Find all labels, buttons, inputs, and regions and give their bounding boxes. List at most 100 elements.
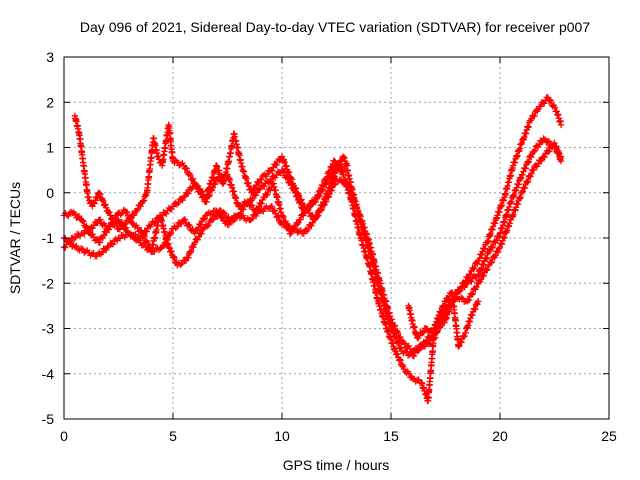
data-point-fill (221, 210, 228, 217)
data-point-fill (190, 244, 197, 251)
data-point-fill (72, 234, 79, 241)
data-point-fill (160, 242, 168, 250)
data-point-fill (144, 239, 151, 247)
data-point-fill (308, 222, 315, 229)
data-point-fill (181, 216, 189, 223)
data-point-fill (85, 193, 92, 201)
data-point (540, 135, 547, 142)
data-point-fill (62, 244, 69, 251)
data-point (139, 198, 146, 205)
data-point-fill (311, 198, 318, 205)
data-point-fill (102, 201, 109, 208)
y-tick-label: 3 (46, 49, 54, 65)
data-point (422, 325, 430, 332)
data-point (180, 194, 188, 201)
data-point-fill (323, 175, 330, 182)
data-point-fill (143, 228, 151, 235)
data-point-fill (494, 248, 502, 256)
data-point-fill (465, 296, 473, 304)
data-point-fill (480, 272, 487, 280)
data-point-fill (263, 191, 270, 199)
x-tick-label: 0 (60, 428, 68, 444)
data-point (191, 180, 198, 187)
data-point-fill (328, 164, 336, 171)
data-point-fill (460, 333, 467, 341)
data-point-fill (467, 271, 474, 278)
data-point-fill (521, 184, 529, 192)
data-point-fill (476, 255, 483, 262)
data-point-fill (472, 305, 479, 313)
data-point-fill (220, 209, 227, 216)
data-point-fill (425, 340, 433, 348)
y-tick-label: -1 (42, 230, 55, 246)
data-point-fill (98, 249, 106, 256)
data-point-fill (419, 329, 426, 337)
data-points (60, 94, 565, 405)
data-point-fill (107, 223, 114, 230)
data-point-fill (98, 196, 105, 204)
data-point-fill (261, 183, 268, 190)
data-point-fill (255, 203, 262, 211)
data-point-fill (134, 224, 141, 231)
x-tick-label: 10 (274, 428, 290, 444)
data-point-fill (225, 221, 233, 229)
data-point-fill (203, 198, 210, 206)
data-point-fill (415, 376, 422, 383)
data-point-fill (531, 147, 539, 154)
data-point-fill (547, 97, 555, 104)
data-point-fill (240, 206, 247, 213)
data-point (165, 243, 172, 251)
data-point-fill (410, 352, 418, 360)
data-point-fill (268, 167, 276, 174)
data-point-fill (130, 232, 137, 239)
data-point-fill (471, 264, 478, 272)
data-point-fill (456, 342, 463, 349)
data-point-fill (264, 191, 271, 198)
data-point-fill (183, 165, 190, 172)
data-point-fill (299, 199, 306, 207)
data-point-fill (185, 221, 192, 228)
data-point-fill (478, 265, 485, 272)
data-point-fill (309, 198, 317, 206)
data-point-fill (458, 339, 465, 346)
data-point-fill (279, 212, 286, 220)
y-tick-label: -5 (42, 411, 55, 427)
data-point-fill (531, 112, 538, 120)
data-point-fill (323, 174, 331, 181)
data-point-fill (96, 239, 104, 246)
data-point (344, 162, 351, 169)
data-point-fill (492, 252, 499, 259)
data-point-fill (113, 221, 120, 228)
data-point-fill (122, 220, 129, 228)
data-point-fill (342, 161, 350, 168)
data-point-fill (187, 171, 194, 179)
data-point-fill (189, 175, 197, 183)
data-point-fill (295, 192, 303, 199)
data-point-fill (319, 202, 326, 209)
data-point (557, 121, 565, 129)
data-point-fill (388, 316, 395, 323)
data-point-fill (109, 240, 117, 248)
data-point-fill (168, 248, 175, 255)
data-point-fill (390, 322, 398, 329)
data-point-fill (317, 188, 324, 195)
data-point (248, 189, 255, 196)
data-point (475, 271, 482, 278)
data-point-fill (162, 210, 170, 217)
data-point-fill (258, 176, 265, 183)
series-track-5 (405, 289, 482, 350)
data-point-fill (519, 188, 526, 195)
data-point-fill (94, 194, 101, 201)
data-point-fill (304, 225, 312, 233)
x-tick-label: 20 (492, 428, 508, 444)
data-point-fill (177, 261, 184, 269)
data-point-fill (470, 265, 477, 273)
y-axis-label: SDTVAR / TECUs (7, 182, 23, 294)
data-point-fill (391, 332, 399, 340)
data-point-fill (141, 233, 148, 240)
data-point-fill (396, 356, 403, 363)
data-point-fill (461, 332, 468, 340)
data-point-fill (291, 225, 298, 233)
data-point-fill (482, 255, 490, 263)
